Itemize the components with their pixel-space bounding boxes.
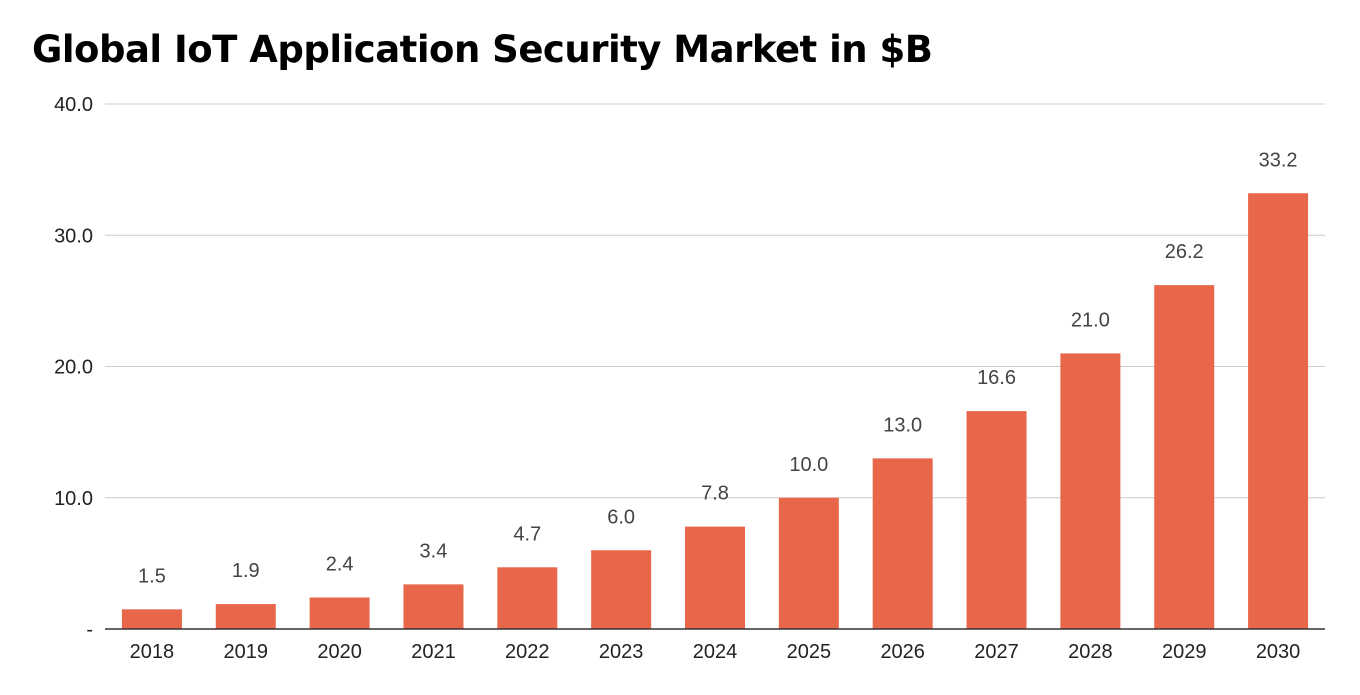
bar	[685, 526, 745, 629]
data-label: 4.7	[513, 523, 541, 545]
gridlines	[105, 103, 1325, 499]
data-label: 1.9	[232, 560, 260, 582]
bar	[778, 497, 839, 629]
bar	[403, 584, 464, 629]
x-tick-label: 2019	[224, 641, 269, 663]
data-label: 6.0	[607, 506, 635, 528]
data-label: 33.2	[1259, 149, 1298, 171]
x-tick-label: 2029	[1162, 641, 1207, 663]
bar	[872, 458, 933, 629]
y-tick-label: 10.0	[54, 488, 93, 510]
y-tick-label: -	[86, 619, 93, 641]
data-label: 10.0	[789, 454, 828, 476]
data-label: 26.2	[1165, 241, 1204, 263]
bar	[1154, 285, 1215, 629]
data-labels: 1.5 1.9 2.4 3.4 4.7 6.0 7.8 10.0 13.0 16.6 21.0 26.…	[138, 149, 1298, 587]
bar	[966, 411, 1027, 629]
bars	[121, 193, 1309, 629]
x-tick-label: 2020	[317, 641, 362, 663]
data-label: 1.5	[138, 565, 166, 587]
chart-title: Global IoT Application Security Market i…	[32, 28, 933, 71]
x-tick-label: 2030	[1256, 641, 1301, 663]
x-tick-label: 2028	[1068, 641, 1113, 663]
data-label: 21.0	[1071, 309, 1110, 331]
data-label: 13.0	[883, 414, 922, 436]
bar	[1060, 353, 1121, 629]
y-tick-label: 30.0	[54, 225, 93, 247]
x-tick-label: 2025	[787, 641, 832, 663]
x-tick-label: 2018	[130, 641, 175, 663]
x-tick-label: 2024	[693, 641, 738, 663]
data-label: 2.4	[326, 554, 354, 576]
x-tick-label: 2021	[411, 641, 456, 663]
bar	[497, 567, 558, 629]
bar	[309, 597, 370, 629]
x-tick-label: 2027	[974, 641, 1019, 663]
x-tick-label: 2022	[505, 641, 550, 663]
y-tick-label: 40.0	[54, 94, 93, 116]
x-tick-label: 2023	[599, 641, 644, 663]
y-tick-label: 20.0	[54, 357, 93, 379]
bar	[1248, 193, 1309, 629]
data-label: 7.8	[701, 483, 729, 505]
data-label: 3.4	[420, 540, 448, 562]
bar	[215, 604, 276, 629]
bar	[591, 550, 652, 629]
x-tick-label: 2026	[880, 641, 925, 663]
data-label: 16.6	[977, 367, 1016, 389]
bar	[121, 609, 182, 629]
axes: - 10.0 20.0 30.0 40.0 2018 2019 2020 2021 2022 202…	[54, 94, 1325, 663]
